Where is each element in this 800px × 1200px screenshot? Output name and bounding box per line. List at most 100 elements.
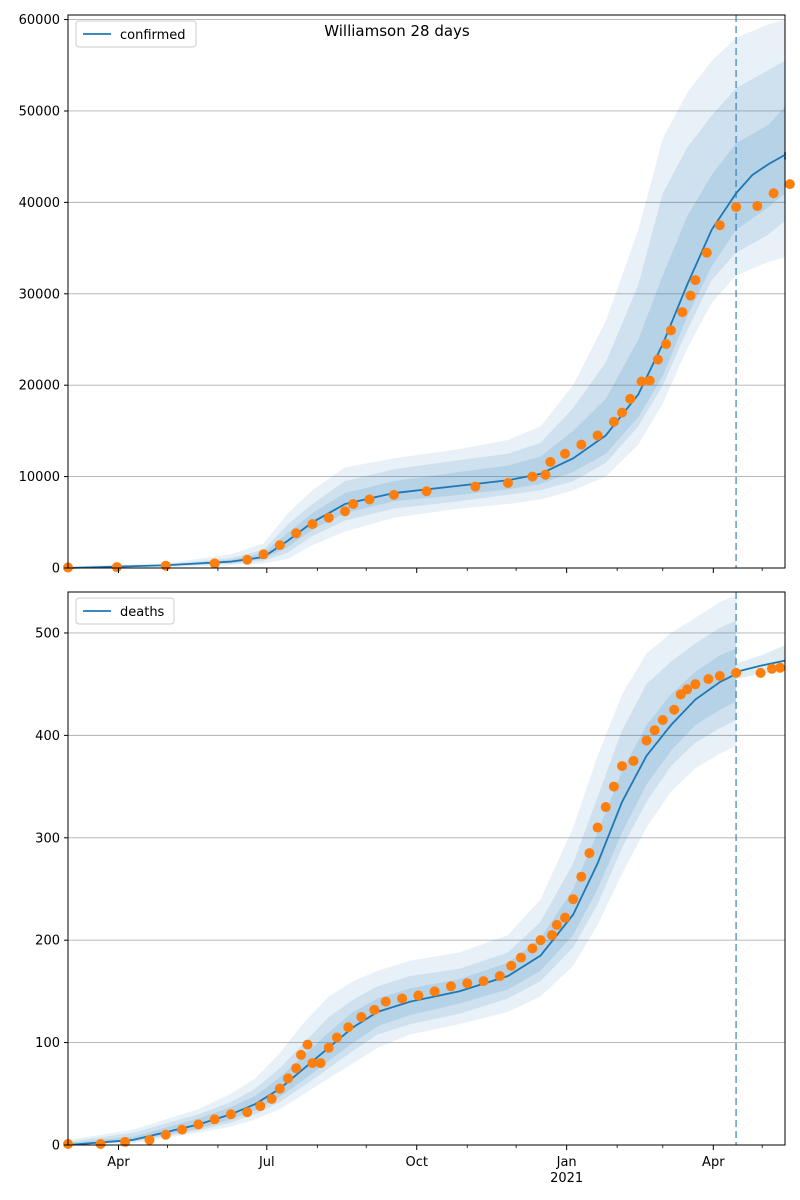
deaths-model-lines xyxy=(67,659,786,1146)
observed-point xyxy=(649,725,660,736)
observed-point xyxy=(242,1107,253,1118)
observed-point xyxy=(636,376,647,387)
observed-point xyxy=(608,416,619,427)
observed-point xyxy=(302,1039,313,1050)
observed-point xyxy=(685,290,696,301)
observed-point xyxy=(380,996,391,1007)
observed-point xyxy=(766,663,777,674)
observed-point xyxy=(657,715,668,726)
observed-point xyxy=(397,993,408,1004)
y-tick-label: 500 xyxy=(35,626,60,641)
observed-point xyxy=(120,1136,131,1147)
observed-point xyxy=(755,667,766,678)
y-tick-label: 60000 xyxy=(19,13,60,28)
observed-point xyxy=(784,179,795,190)
legend-box xyxy=(75,20,197,48)
observed-point xyxy=(209,1114,220,1125)
x-year-label: 2021 xyxy=(550,1171,583,1186)
model-projection-line xyxy=(735,659,786,673)
observed-point xyxy=(193,1119,204,1130)
observed-point xyxy=(652,354,663,365)
legend-entry-deaths: deaths xyxy=(120,605,165,620)
confirmed-axes-frame xyxy=(67,14,786,569)
observed-point xyxy=(576,871,587,882)
observed-point xyxy=(535,935,546,946)
observed-point xyxy=(592,822,603,833)
observed-point xyxy=(111,562,122,573)
observed-point xyxy=(494,971,505,982)
observed-point xyxy=(584,848,595,859)
observed-point xyxy=(560,448,571,459)
uncertainty-band xyxy=(68,19,785,568)
observed-point xyxy=(600,802,611,813)
y-tick-label: 50000 xyxy=(19,104,60,119)
confirmed-uncertainty-bands xyxy=(68,19,785,568)
confirmed-legend: confirmed xyxy=(75,20,197,48)
observed-point xyxy=(669,704,680,715)
observed-point xyxy=(470,481,481,492)
observed-point xyxy=(307,1058,318,1069)
observed-point xyxy=(701,247,712,258)
observed-point xyxy=(315,1058,326,1069)
observed-point xyxy=(274,540,285,551)
observed-point xyxy=(625,393,636,404)
observed-point xyxy=(661,339,672,350)
observed-point xyxy=(506,960,517,971)
deaths-y-axis: 0 100 200 300 400 500 xyxy=(35,626,68,1154)
y-tick-label: 300 xyxy=(35,831,60,846)
observed-point xyxy=(527,943,538,954)
observed-point xyxy=(546,930,557,941)
observed-point xyxy=(628,755,639,766)
legend-entry-confirmed: confirmed xyxy=(120,28,186,43)
y-tick-label: 10000 xyxy=(19,470,60,485)
observed-point xyxy=(731,667,742,678)
observed-point xyxy=(608,781,619,792)
y-tick-label: 0 xyxy=(52,1139,60,1154)
observed-point xyxy=(502,477,513,488)
observed-point xyxy=(576,439,587,450)
uncertainty-band xyxy=(68,648,737,1145)
observed-point xyxy=(527,471,538,482)
observed-point xyxy=(641,735,652,746)
observed-point xyxy=(369,1004,380,1015)
legend-box xyxy=(75,597,175,625)
observed-point xyxy=(291,1063,302,1074)
observed-point xyxy=(343,1022,354,1033)
chart-title: Williamson 28 days xyxy=(324,22,470,40)
y-tick-label: 30000 xyxy=(19,287,60,302)
y-tick-label: 200 xyxy=(35,934,60,949)
observed-point xyxy=(209,558,220,569)
confirmed-x-axis xyxy=(118,568,763,573)
y-tick-label: 0 xyxy=(52,562,60,577)
observed-point xyxy=(323,1042,334,1053)
y-tick-label: 400 xyxy=(35,729,60,744)
model-median-line xyxy=(67,673,737,1146)
observed-point xyxy=(331,1032,342,1043)
observed-point xyxy=(677,307,688,318)
observed-point xyxy=(752,201,763,212)
observed-point xyxy=(560,912,571,923)
x-tick-label: Jul xyxy=(258,1155,275,1170)
observed-point xyxy=(296,1049,307,1060)
observed-point xyxy=(690,679,701,690)
deaths-panel: 0 100 200 300 400 500 Apr Jul Oct Jan Apr 2021 dea… xyxy=(35,591,786,1186)
confirmed-y-axis: 0 10000 20000 30000 40000 50000 60000 xyxy=(19,13,68,577)
observed-point xyxy=(323,512,334,523)
observed-point xyxy=(95,1138,106,1149)
observed-point xyxy=(340,506,351,517)
observed-point xyxy=(258,549,269,560)
observed-point xyxy=(462,978,473,989)
observed-point xyxy=(255,1101,266,1112)
y-tick-label: 20000 xyxy=(19,379,60,394)
model-median-line xyxy=(67,152,786,569)
observed-point xyxy=(540,469,551,480)
observed-point xyxy=(421,486,432,497)
observed-point xyxy=(413,990,424,1001)
observed-point xyxy=(644,375,655,386)
uncertainty-band xyxy=(68,60,785,568)
observed-point xyxy=(682,684,693,695)
observed-point xyxy=(445,981,456,992)
observed-point xyxy=(768,188,779,199)
observed-point xyxy=(617,761,628,772)
